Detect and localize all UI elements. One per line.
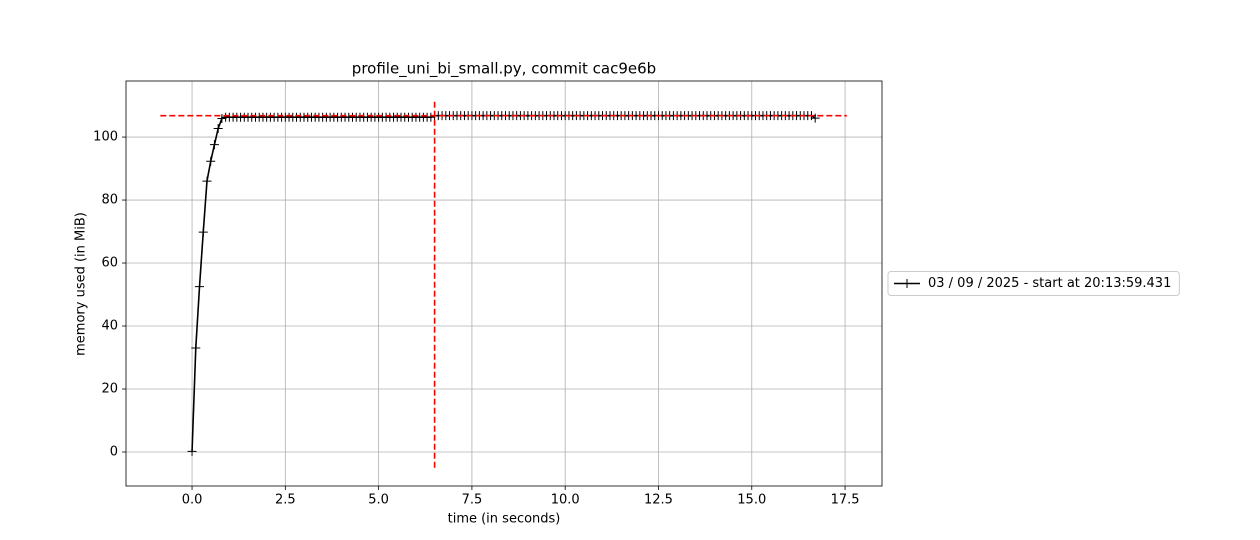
x-tick-label: 17.5 bbox=[831, 493, 860, 508]
plot-frame bbox=[125, 80, 883, 487]
y-tick-label: 0 bbox=[110, 444, 118, 459]
x-tick-label: 2.5 bbox=[275, 493, 296, 508]
x-tick-label: 0.0 bbox=[182, 493, 203, 508]
data-marker bbox=[217, 113, 227, 123]
x-tick-label: 10.0 bbox=[551, 493, 580, 508]
data-marker bbox=[206, 156, 216, 166]
data-marker bbox=[426, 112, 436, 122]
legend-marker bbox=[902, 279, 912, 288]
data-marker bbox=[810, 113, 820, 123]
data-marker bbox=[202, 176, 212, 186]
y-axis-label: memory used (in MiB) bbox=[74, 212, 89, 356]
x-tick-label: 7.5 bbox=[462, 493, 483, 508]
data-marker bbox=[209, 140, 219, 150]
data-marker bbox=[198, 227, 208, 237]
y-tick-label: 20 bbox=[101, 382, 118, 397]
data-marker bbox=[195, 282, 205, 292]
x-axis-label: time (in seconds) bbox=[448, 512, 561, 527]
x-tick-label: 5.0 bbox=[368, 493, 389, 508]
x-tick-label: 15.0 bbox=[737, 493, 766, 508]
legend-label: 03 / 09 / 2025 - start at 20:13:59.431 bbox=[928, 276, 1171, 291]
y-tick-label: 80 bbox=[101, 193, 118, 208]
chart-title: profile_uni_bi_small.py, commit cac9e6b bbox=[352, 60, 656, 79]
data-marker bbox=[213, 124, 223, 134]
legend-box bbox=[887, 271, 1180, 296]
y-tick-label: 100 bbox=[93, 130, 118, 145]
y-tick-label: 60 bbox=[101, 256, 118, 271]
data-marker bbox=[191, 343, 201, 353]
x-tick-label: 12.5 bbox=[644, 493, 673, 508]
data-marker bbox=[187, 446, 197, 456]
legend: 03 / 09 / 2025 - start at 20:13:59.431 bbox=[887, 271, 1180, 296]
y-tick-label: 40 bbox=[101, 319, 118, 334]
